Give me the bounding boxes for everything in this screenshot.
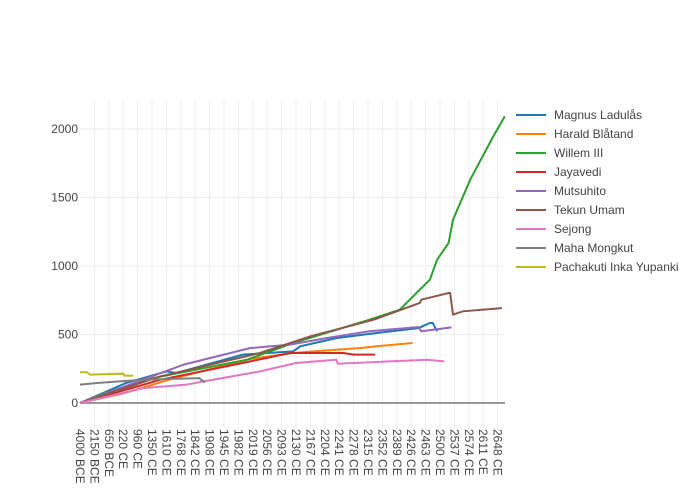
legend-item[interactable]: Sejong (516, 219, 679, 238)
x-tick-label: 220 CE (116, 429, 130, 469)
legend: Magnus Ladulås Harald Blåtand Willem III Ja… (516, 105, 679, 276)
legend-label: Maha Mongkut (554, 240, 634, 255)
x-tick-label: 1908 CE (203, 429, 217, 476)
series-line-maha-mongkut[interactable] (79, 377, 206, 386)
y-tick-label: 1500 (51, 191, 78, 205)
x-tick-label: 2056 CE (260, 429, 274, 476)
x-tick-label: 650 BCE (102, 429, 116, 477)
x-tick-label: 1842 CE (188, 429, 202, 476)
x-tick-label: 1350 CE (145, 429, 159, 476)
x-tick-label: 2204 CE (318, 429, 332, 476)
legend-item[interactable]: Harald Blåtand (516, 124, 679, 143)
legend-label: Willem III (554, 145, 604, 160)
x-tick-label: 2019 CE (246, 429, 260, 476)
x-tick-label: 2352 CE (375, 429, 389, 476)
legend-label: Jayavedi (554, 164, 602, 179)
x-tick-label: 2648 CE (491, 429, 505, 476)
x-tick-label: 1945 CE (217, 429, 231, 476)
legend-swatch (516, 113, 546, 116)
series-line-sejong[interactable] (79, 358, 445, 404)
x-tick-label: 2167 CE (303, 429, 317, 476)
y-tick-label: 2000 (51, 122, 78, 136)
x-tick-label: 2463 CE (419, 429, 433, 476)
series-line-willem-iii[interactable] (79, 115, 506, 404)
legend-item[interactable]: Willem III (516, 143, 679, 162)
x-tick-label: 2537 CE (447, 429, 461, 476)
legend-swatch (516, 170, 546, 173)
legend-item[interactable]: Maha Mongkut (516, 238, 679, 257)
x-axis: 4000 BCE 2150 BCE 650 BCE 220 CE 960 CE 1350 … (73, 429, 505, 484)
legend-swatch (516, 189, 546, 192)
series-lines (79, 115, 506, 404)
y-tick-label: 1000 (51, 259, 78, 273)
x-tick-label: 4000 BCE (73, 429, 87, 484)
y-tick-label: 0 (71, 396, 78, 410)
legend-item[interactable]: Tekun Umam (516, 200, 679, 219)
legend-item[interactable]: Jayavedi (516, 162, 679, 181)
x-tick-label: 2241 CE (332, 429, 346, 476)
legend-label: Sejong (554, 221, 592, 236)
x-tick-label: 960 CE (131, 429, 145, 469)
x-tick-label: 1768 CE (174, 429, 188, 476)
x-tick-label: 1610 CE (159, 429, 173, 476)
x-tick-label: 2500 CE (433, 429, 447, 476)
series-line-mutsuhito[interactable] (79, 325, 452, 404)
x-tick-label: 2611 CE (476, 429, 490, 475)
legend-swatch (516, 208, 546, 211)
x-tick-label: 2093 CE (275, 429, 289, 476)
gridlines (80, 100, 505, 432)
x-tick-label: 2150 BCE (87, 429, 101, 484)
series-line-pachakuti-inka-yupanki[interactable] (80, 371, 134, 377)
legend-swatch (516, 227, 546, 230)
x-tick-label: 2574 CE (462, 429, 476, 476)
x-tick-label: 2426 CE (404, 429, 418, 476)
legend-item[interactable]: Pachakuti Inka Yupanki (516, 257, 679, 276)
legend-swatch (516, 151, 546, 154)
legend-label: Pachakuti Inka Yupanki (554, 259, 679, 274)
x-tick-label: 2130 CE (289, 429, 303, 476)
x-tick-label: 1982 CE (231, 429, 245, 476)
legend-item[interactable]: Magnus Ladulås (516, 105, 679, 124)
legend-label: Harald Blåtand (554, 126, 634, 141)
y-tick-label: 500 (58, 328, 78, 342)
legend-swatch (516, 265, 546, 268)
x-tick-label: 2278 CE (347, 429, 361, 476)
legend-label: Mutsuhito (554, 183, 607, 198)
series-line-tekun-umam[interactable] (79, 292, 502, 404)
x-tick-label: 2389 CE (390, 429, 404, 476)
legend-swatch (516, 132, 546, 135)
legend-item[interactable]: Mutsuhito (516, 181, 679, 200)
legend-label: Tekun Umam (554, 202, 625, 217)
legend-swatch (516, 246, 546, 249)
legend-label: Magnus Ladulås (554, 107, 643, 122)
x-tick-label: 2315 CE (361, 429, 375, 476)
y-axis: 0 500 1000 1500 2000 (51, 122, 78, 410)
